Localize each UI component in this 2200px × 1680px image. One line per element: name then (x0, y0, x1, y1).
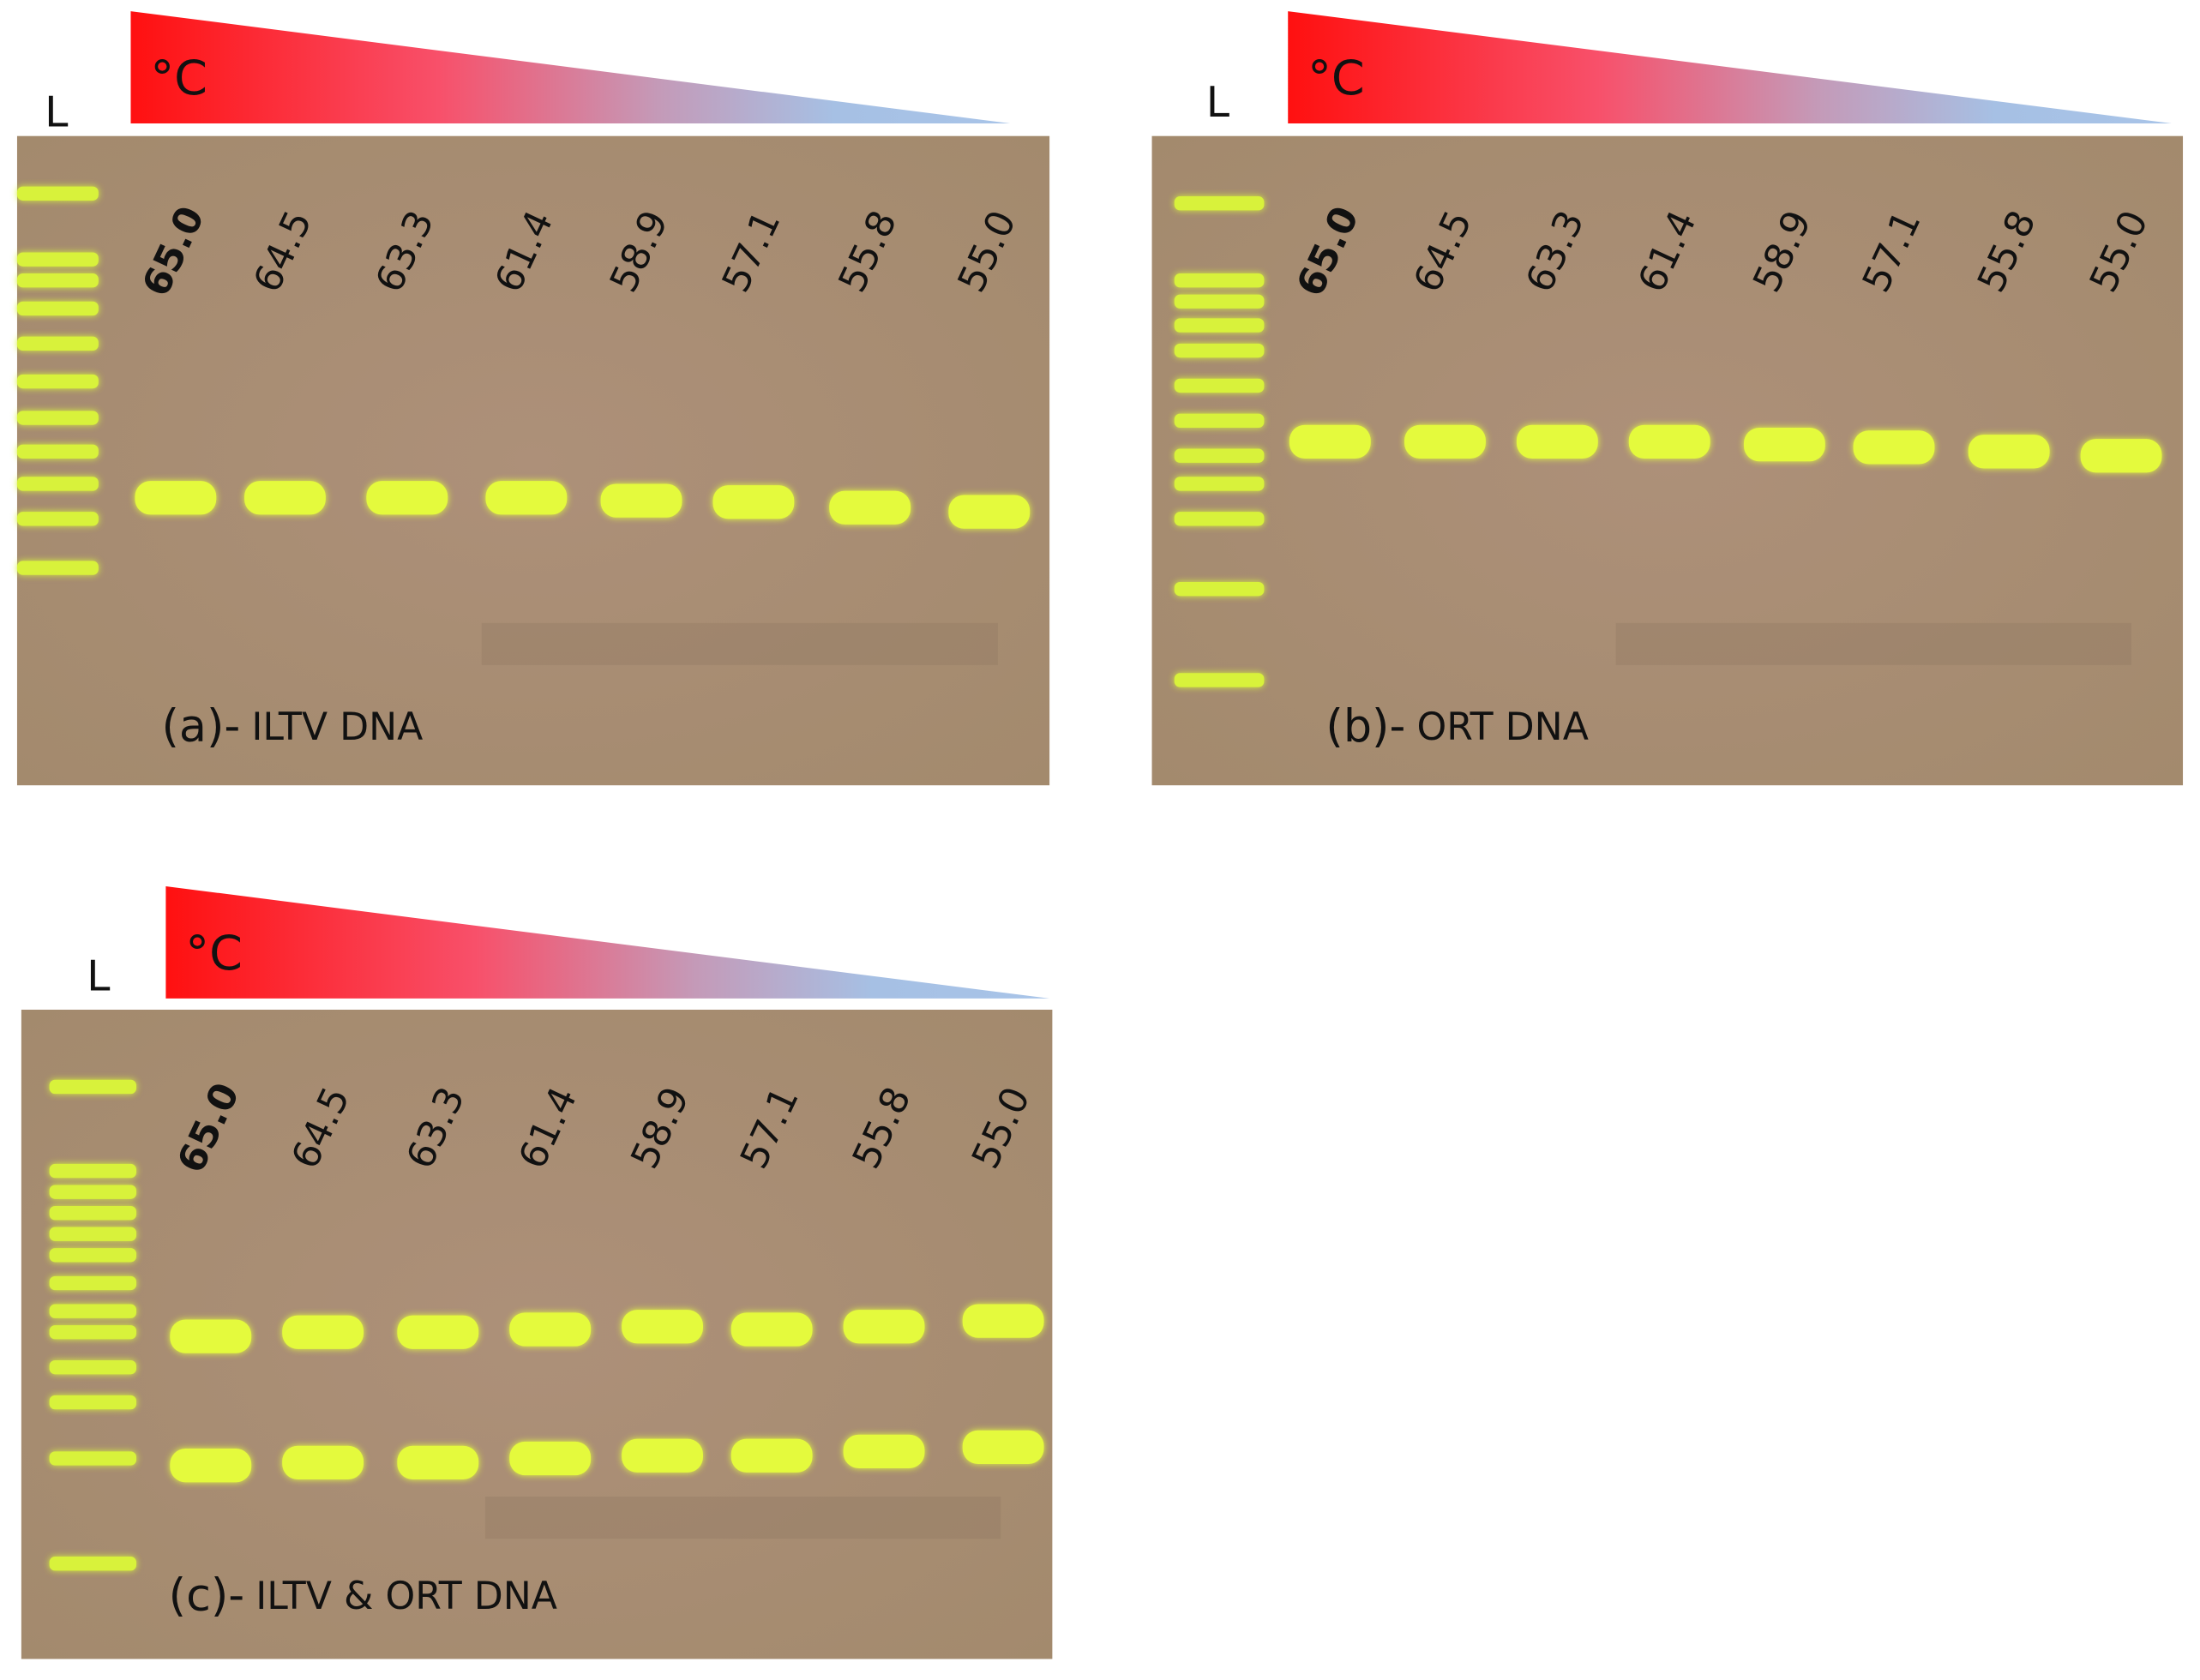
ladder-band (1174, 318, 1265, 333)
ladder-band (16, 252, 99, 267)
ladder-band (49, 1275, 137, 1291)
caption: (c)- ILTV & ORT DNA (169, 1569, 557, 1622)
dna-band (170, 1449, 252, 1483)
panel-label: (a)- (161, 700, 240, 753)
panel-label: (b)- (1325, 700, 1405, 753)
temperature-gradient (1288, 11, 2172, 123)
dna-band (712, 485, 795, 519)
ladder-band (1174, 273, 1265, 288)
ladder-band (1174, 448, 1265, 463)
dna-band (600, 483, 682, 518)
ladder-band (49, 1325, 137, 1340)
temperature-label: °C (150, 51, 207, 106)
ladder-band (16, 512, 99, 526)
ladder-band (49, 1079, 137, 1095)
ladder-band (1174, 477, 1265, 491)
dna-band (1853, 430, 1935, 465)
ladder-band (49, 1395, 137, 1410)
dna-band (509, 1441, 592, 1476)
dna-band (843, 1310, 925, 1344)
ladder-band (16, 301, 99, 316)
ladder-band (1174, 673, 1265, 687)
temperature-gradient (130, 11, 1011, 123)
ladder-band (1174, 413, 1265, 428)
ladder-band (1174, 581, 1265, 597)
ladder-band (16, 273, 99, 288)
dna-band (509, 1312, 592, 1347)
ladder-band (49, 1227, 137, 1241)
dna-band (622, 1438, 703, 1473)
ladder-label: L (87, 951, 111, 1000)
gel-shadow (481, 622, 998, 665)
ladder-band (1174, 378, 1265, 393)
ladder-label: L (1206, 77, 1230, 127)
panel-label: (c)- (169, 1569, 245, 1622)
temperature-label: °C (185, 926, 243, 981)
dna-band (962, 1430, 1044, 1465)
dna-band (135, 481, 217, 515)
dna-band (2080, 439, 2162, 473)
ladder-band (1174, 343, 1265, 358)
dna-band (622, 1310, 703, 1344)
ladder-band (1174, 196, 1265, 211)
ladder-band (16, 411, 99, 425)
dna-band (282, 1315, 364, 1349)
ladder-band (16, 561, 99, 575)
dna-band (1743, 427, 1825, 462)
dna-band (244, 481, 326, 515)
dna-band (1404, 424, 1486, 459)
ladder-band (49, 1359, 137, 1375)
dna-band (170, 1319, 252, 1353)
ladder-band (16, 336, 99, 351)
ladder-label: L (45, 87, 69, 137)
dna-band (366, 481, 448, 515)
caption-text: ORT DNA (1416, 705, 1588, 749)
ladder-band (1174, 512, 1265, 526)
dna-band (397, 1445, 479, 1480)
dna-band (730, 1438, 813, 1473)
ladder-band (49, 1206, 137, 1221)
dna-band (1628, 424, 1710, 459)
dna-band (1968, 435, 2050, 469)
dna-band (730, 1312, 813, 1347)
temperature-label: °C (1307, 51, 1365, 106)
dna-band (962, 1304, 1044, 1338)
caption-text: ILTV & ORT DNA (255, 1575, 557, 1618)
temperature-gradient (165, 885, 1050, 999)
ladder-band (49, 1451, 137, 1466)
gel-shadow (1615, 622, 2131, 665)
ladder-band (16, 477, 99, 491)
caption: (b)- ORT DNA (1325, 700, 1589, 753)
gel-shadow (484, 1497, 1001, 1539)
ladder-band (16, 374, 99, 389)
ladder-band (16, 444, 99, 459)
dna-band (1516, 424, 1598, 459)
caption-text: ILTV DNA (251, 705, 423, 749)
dna-band (397, 1315, 479, 1349)
caption: (a)- ILTV DNA (161, 700, 423, 753)
dna-band (843, 1434, 925, 1468)
ladder-band (49, 1304, 137, 1318)
dna-band (282, 1445, 364, 1480)
dna-band (485, 481, 568, 515)
ladder-band (49, 1163, 137, 1179)
gel-image (16, 135, 1050, 786)
ladder-band (49, 1248, 137, 1263)
dna-band (948, 495, 1031, 529)
dna-band (1289, 424, 1371, 459)
dna-band (829, 490, 911, 525)
ladder-band (1174, 294, 1265, 309)
ladder-band (49, 1185, 137, 1199)
ladder-band (49, 1557, 137, 1571)
ladder-band (16, 186, 99, 201)
